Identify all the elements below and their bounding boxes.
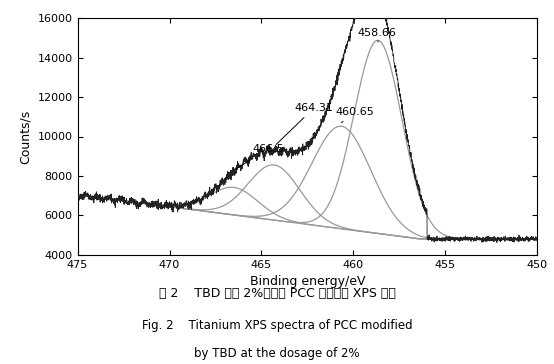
Y-axis label: Counts/s: Counts/s — [19, 109, 32, 164]
X-axis label: Binding energy/eV: Binding energy/eV — [250, 275, 365, 288]
Text: 466.5: 466.5 — [236, 144, 284, 169]
Text: 464.31: 464.31 — [276, 103, 334, 145]
Text: 460.65: 460.65 — [335, 107, 374, 123]
Text: 458.66: 458.66 — [357, 28, 396, 42]
Text: Fig. 2    Titanium XPS spectra of PCC modified: Fig. 2 Titanium XPS spectra of PCC modif… — [142, 319, 412, 332]
Text: 图 2    TBD 用量 2%时改性 PCC 的钓元素 XPS 图谱: 图 2 TBD 用量 2%时改性 PCC 的钓元素 XPS 图谱 — [158, 286, 396, 300]
Text: by TBD at the dosage of 2%: by TBD at the dosage of 2% — [194, 347, 360, 360]
